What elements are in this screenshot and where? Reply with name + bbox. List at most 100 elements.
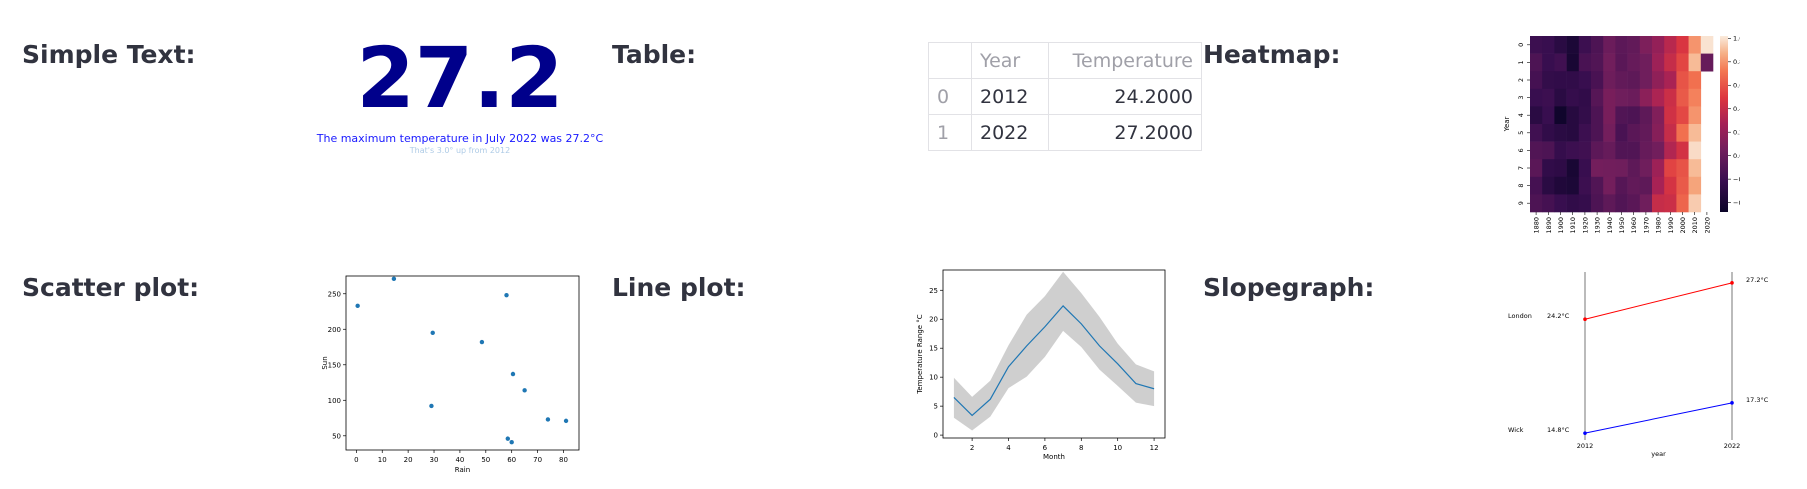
y-axis-label: Temperature Range °C <box>916 314 924 394</box>
table-cell-year: 2022 <box>971 114 1049 151</box>
simple-text-label: Simple Text: <box>22 40 196 69</box>
scatter-point <box>429 403 434 409</box>
heatmap-cell <box>1615 141 1628 160</box>
y-tick-label: 100 <box>328 397 341 405</box>
heatmap-cell <box>1688 194 1702 213</box>
x-tick-label: 1920 <box>1581 217 1589 234</box>
heatmap-cell <box>1603 159 1616 178</box>
heatmap-cell <box>1542 71 1555 90</box>
slope-point <box>1730 281 1734 285</box>
heatmap-cell <box>1688 159 1702 178</box>
y-tick-label: 25 <box>929 287 938 295</box>
heatmap-cell <box>1652 71 1665 90</box>
heatmap-cell <box>1615 124 1628 142</box>
value-label-left: 24.2°C <box>1547 312 1570 320</box>
scatter-point <box>509 439 514 445</box>
heatmap-cell <box>1603 71 1616 90</box>
heatmap-cell <box>1578 176 1592 195</box>
heatmap-cell <box>1676 36 1689 54</box>
heatmap-cell <box>1530 88 1543 107</box>
heatmap-cell <box>1676 71 1689 90</box>
y-tick-label: 1 <box>1517 60 1525 64</box>
heatmap-cell <box>1591 159 1604 178</box>
heatmap-cell <box>1676 141 1689 160</box>
x-tick-label: 1910 <box>1569 217 1577 234</box>
heatmap-cell <box>1688 53 1702 72</box>
heatmap-cell <box>1591 194 1604 213</box>
heatmap-cell <box>1688 124 1702 142</box>
heatmap-cell <box>1591 36 1604 54</box>
heatmap-cell <box>1554 71 1567 90</box>
x-tick-label: 2012 <box>1577 442 1594 450</box>
x-axis-label: year <box>1651 450 1666 458</box>
colorbar-tick-label: 0.4 <box>1733 105 1740 113</box>
heatmap-label: Heatmap: <box>1203 40 1341 69</box>
slope-line <box>1584 282 1733 320</box>
heatmap-cell <box>1603 176 1616 195</box>
heatmap-cell <box>1578 106 1592 125</box>
y-tick-label: 5 <box>934 403 938 411</box>
scatter-point <box>504 292 509 298</box>
heatmap-cell <box>1566 141 1580 160</box>
scatter-point <box>545 417 551 422</box>
y-tick-label: 0 <box>934 432 938 440</box>
x-tick-label: 1930 <box>1594 217 1602 234</box>
heatmap-cell <box>1566 124 1580 142</box>
colorbar-tick-label: 0.2 <box>1733 129 1740 137</box>
heatmap-cell <box>1530 194 1543 213</box>
heatmap-cell <box>1530 36 1543 54</box>
heatmap-cell <box>1578 88 1592 107</box>
temperature-subtitle: The maximum temperature in July 2022 was… <box>316 132 604 145</box>
y-axis-label: Sun <box>321 356 329 369</box>
heatmap-cell <box>1530 176 1543 195</box>
x-tick-label: 20 <box>404 456 413 464</box>
heatmap-cell <box>1530 141 1543 160</box>
heatmap-cell <box>1652 53 1665 72</box>
heatmap-cell <box>1566 53 1580 72</box>
heatmap-cell <box>1676 176 1689 195</box>
x-axis-label: Month <box>1043 453 1065 461</box>
scatter-chart: 0 10 20 30 40 50 60 70 80 50 100 150 200 250 Rain Sun <box>321 275 580 474</box>
heatmap-cell <box>1615 194 1628 213</box>
heatmap-cell <box>1664 194 1677 213</box>
series-name-label: Wick <box>1508 426 1524 434</box>
heatmap-cell <box>1664 88 1677 107</box>
colorbar-tick-label: 0.0 <box>1733 152 1740 160</box>
heatmap-cell <box>1554 88 1567 107</box>
colorbar-tick-label: 0.8 <box>1733 58 1740 66</box>
heatmap-cell <box>1603 53 1616 72</box>
x-tick-label: 8 <box>1079 444 1083 452</box>
heatmap-cell <box>1566 71 1580 90</box>
heatmap-cell <box>1603 106 1616 125</box>
heatmap-cell <box>1676 53 1689 72</box>
x-tick-label: 1890 <box>1545 217 1553 234</box>
x-tick-label: 10 <box>378 456 387 464</box>
heatmap-cell <box>1566 176 1580 195</box>
heatmap-cell <box>1676 106 1689 125</box>
x-tick-label: 50 <box>481 456 490 464</box>
heatmap-cell <box>1566 106 1580 125</box>
heatmap-cell <box>1603 88 1616 107</box>
y-tick-label: 10 <box>929 374 938 382</box>
y-tick-label: 3 <box>1517 96 1525 100</box>
heatmap-cell <box>1676 194 1689 213</box>
heatmap-cell <box>1542 159 1555 178</box>
heatmap-cell <box>1615 36 1628 54</box>
heatmap-cell <box>1554 159 1567 178</box>
heatmap-cell <box>1591 124 1604 142</box>
table-header-index <box>928 42 972 79</box>
series-line <box>953 305 1155 417</box>
heatmap-cell <box>1688 141 1702 160</box>
heatmap-cell <box>1627 106 1641 125</box>
slopegraph-label: Slopegraph: <box>1203 273 1375 302</box>
heatmap-cell <box>1652 176 1665 195</box>
scatter-point <box>522 388 527 393</box>
heatmap-cell <box>1627 194 1641 213</box>
heatmap-cell <box>1627 53 1641 72</box>
heatmap-cell <box>1578 124 1592 142</box>
heatmap-cell <box>1652 36 1665 54</box>
scatter-point <box>563 418 569 424</box>
heatmap-cell <box>1542 141 1555 160</box>
heatmap-cell <box>1591 106 1604 125</box>
heatmap-cell <box>1578 159 1592 178</box>
